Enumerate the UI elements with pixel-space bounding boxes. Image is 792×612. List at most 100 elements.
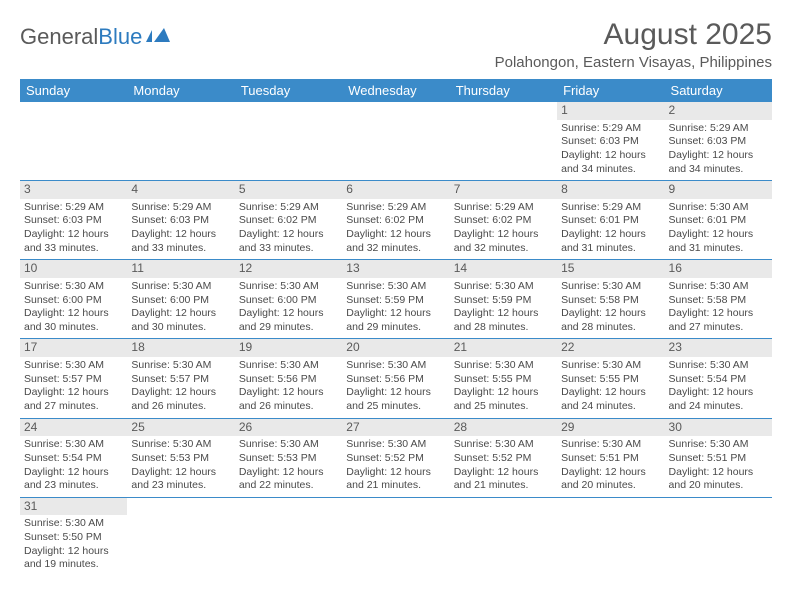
sunrise-line: Sunrise: 5:29 AM — [346, 201, 445, 215]
day-number: 15 — [557, 260, 664, 278]
sunset-line: Sunset: 6:01 PM — [561, 214, 660, 228]
sunset-line: Sunset: 5:59 PM — [454, 294, 553, 308]
daylight-line: Daylight: 12 hours and 30 minutes. — [131, 307, 230, 334]
header-row: SundayMondayTuesdayWednesdayThursdayFrid… — [20, 79, 772, 102]
day-number: 2 — [665, 102, 772, 120]
day-number: 6 — [342, 181, 449, 199]
daylight-line: Daylight: 12 hours and 32 minutes. — [346, 228, 445, 255]
calendar-day — [235, 102, 342, 181]
day-header: Saturday — [665, 79, 772, 102]
sunrise-line: Sunrise: 5:30 AM — [669, 280, 768, 294]
sunset-line: Sunset: 6:02 PM — [239, 214, 338, 228]
month-title: August 2025 — [495, 18, 772, 52]
calendar-week: 3Sunrise: 5:29 AMSunset: 6:03 PMDaylight… — [20, 181, 772, 260]
day-number: 9 — [665, 181, 772, 199]
daylight-line: Daylight: 12 hours and 29 minutes. — [239, 307, 338, 334]
calendar-day — [342, 497, 449, 576]
flag-icon — [146, 28, 170, 46]
calendar-day — [127, 102, 234, 181]
daylight-line: Daylight: 12 hours and 22 minutes. — [239, 466, 338, 493]
sunset-line: Sunset: 6:03 PM — [131, 214, 230, 228]
sunset-line: Sunset: 5:54 PM — [669, 373, 768, 387]
calendar-day: 10Sunrise: 5:30 AMSunset: 6:00 PMDayligh… — [20, 260, 127, 339]
daylight-line: Daylight: 12 hours and 25 minutes. — [454, 386, 553, 413]
sunrise-line: Sunrise: 5:30 AM — [24, 517, 123, 531]
sunset-line: Sunset: 5:55 PM — [454, 373, 553, 387]
sunrise-line: Sunrise: 5:30 AM — [239, 280, 338, 294]
calendar-day: 14Sunrise: 5:30 AMSunset: 5:59 PMDayligh… — [450, 260, 557, 339]
calendar-day: 2Sunrise: 5:29 AMSunset: 6:03 PMDaylight… — [665, 102, 772, 181]
calendar-day — [450, 102, 557, 181]
calendar-week: 17Sunrise: 5:30 AMSunset: 5:57 PMDayligh… — [20, 339, 772, 418]
calendar-day — [450, 497, 557, 576]
sunset-line: Sunset: 5:51 PM — [561, 452, 660, 466]
daylight-line: Daylight: 12 hours and 20 minutes. — [669, 466, 768, 493]
day-number: 22 — [557, 339, 664, 357]
calendar-day: 5Sunrise: 5:29 AMSunset: 6:02 PMDaylight… — [235, 181, 342, 260]
daylight-line: Daylight: 12 hours and 28 minutes. — [454, 307, 553, 334]
day-number: 30 — [665, 419, 772, 437]
calendar-week: 10Sunrise: 5:30 AMSunset: 6:00 PMDayligh… — [20, 260, 772, 339]
sunset-line: Sunset: 5:56 PM — [346, 373, 445, 387]
calendar-day — [342, 102, 449, 181]
day-number: 20 — [342, 339, 449, 357]
daylight-line: Daylight: 12 hours and 31 minutes. — [669, 228, 768, 255]
day-number: 25 — [127, 419, 234, 437]
day-header: Wednesday — [342, 79, 449, 102]
day-number: 16 — [665, 260, 772, 278]
day-number: 3 — [20, 181, 127, 199]
sunset-line: Sunset: 5:56 PM — [239, 373, 338, 387]
day-number: 8 — [557, 181, 664, 199]
sunset-line: Sunset: 6:00 PM — [131, 294, 230, 308]
logo: GeneralBlue — [20, 24, 170, 50]
calendar-day: 20Sunrise: 5:30 AMSunset: 5:56 PMDayligh… — [342, 339, 449, 418]
sunset-line: Sunset: 5:54 PM — [24, 452, 123, 466]
sunrise-line: Sunrise: 5:30 AM — [561, 359, 660, 373]
sunrise-line: Sunrise: 5:29 AM — [24, 201, 123, 215]
sunset-line: Sunset: 6:02 PM — [454, 214, 553, 228]
day-number: 23 — [665, 339, 772, 357]
daylight-line: Daylight: 12 hours and 25 minutes. — [346, 386, 445, 413]
calendar-day: 28Sunrise: 5:30 AMSunset: 5:52 PMDayligh… — [450, 418, 557, 497]
day-header: Sunday — [20, 79, 127, 102]
daylight-line: Daylight: 12 hours and 30 minutes. — [24, 307, 123, 334]
sunrise-line: Sunrise: 5:30 AM — [24, 280, 123, 294]
sunset-line: Sunset: 5:53 PM — [131, 452, 230, 466]
day-number: 29 — [557, 419, 664, 437]
calendar-table: SundayMondayTuesdayWednesdayThursdayFrid… — [20, 79, 772, 576]
logo-text-1: General — [20, 24, 98, 49]
sunrise-line: Sunrise: 5:30 AM — [454, 438, 553, 452]
daylight-line: Daylight: 12 hours and 24 minutes. — [561, 386, 660, 413]
sunset-line: Sunset: 5:58 PM — [669, 294, 768, 308]
day-number: 7 — [450, 181, 557, 199]
calendar-day: 6Sunrise: 5:29 AMSunset: 6:02 PMDaylight… — [342, 181, 449, 260]
calendar-day: 29Sunrise: 5:30 AMSunset: 5:51 PMDayligh… — [557, 418, 664, 497]
sunrise-line: Sunrise: 5:30 AM — [131, 438, 230, 452]
day-number: 14 — [450, 260, 557, 278]
calendar-day: 3Sunrise: 5:29 AMSunset: 6:03 PMDaylight… — [20, 181, 127, 260]
daylight-line: Daylight: 12 hours and 32 minutes. — [454, 228, 553, 255]
calendar-day: 21Sunrise: 5:30 AMSunset: 5:55 PMDayligh… — [450, 339, 557, 418]
sunrise-line: Sunrise: 5:30 AM — [24, 438, 123, 452]
sunrise-line: Sunrise: 5:30 AM — [669, 201, 768, 215]
day-number: 1 — [557, 102, 664, 120]
daylight-line: Daylight: 12 hours and 27 minutes. — [24, 386, 123, 413]
day-number: 31 — [20, 498, 127, 516]
sunset-line: Sunset: 5:53 PM — [239, 452, 338, 466]
calendar-day: 11Sunrise: 5:30 AMSunset: 6:00 PMDayligh… — [127, 260, 234, 339]
day-number: 26 — [235, 419, 342, 437]
day-header: Tuesday — [235, 79, 342, 102]
daylight-line: Daylight: 12 hours and 23 minutes. — [131, 466, 230, 493]
sunset-line: Sunset: 6:03 PM — [24, 214, 123, 228]
logo-text-2: Blue — [98, 24, 142, 49]
day-number: 18 — [127, 339, 234, 357]
calendar-head: SundayMondayTuesdayWednesdayThursdayFrid… — [20, 79, 772, 102]
day-header: Thursday — [450, 79, 557, 102]
calendar-day: 9Sunrise: 5:30 AMSunset: 6:01 PMDaylight… — [665, 181, 772, 260]
daylight-line: Daylight: 12 hours and 21 minutes. — [454, 466, 553, 493]
sunrise-line: Sunrise: 5:29 AM — [561, 201, 660, 215]
sunrise-line: Sunrise: 5:30 AM — [131, 359, 230, 373]
daylight-line: Daylight: 12 hours and 33 minutes. — [239, 228, 338, 255]
daylight-line: Daylight: 12 hours and 33 minutes. — [131, 228, 230, 255]
calendar-day: 23Sunrise: 5:30 AMSunset: 5:54 PMDayligh… — [665, 339, 772, 418]
